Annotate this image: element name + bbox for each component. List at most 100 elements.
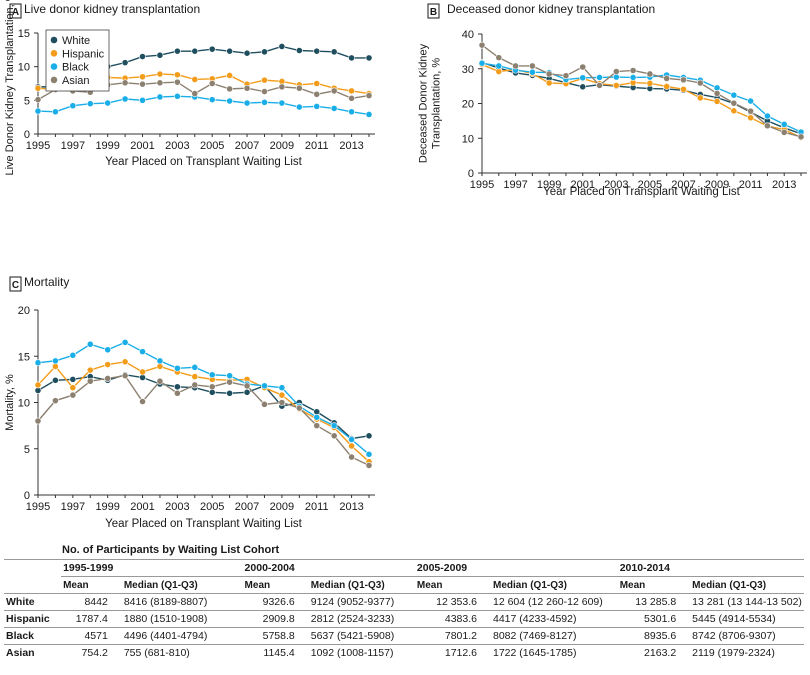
mean-cell: 5301.6 [617, 610, 679, 628]
x-tick-label: 2001 [130, 501, 154, 513]
x-tick-label: 2001 [570, 179, 594, 191]
data-point-asian [208, 383, 216, 391]
data-point-asian [562, 72, 570, 80]
col-median: Median (Q1-Q3) [310, 579, 385, 591]
data-point-asian [226, 378, 234, 386]
period-label: 1995-1999 [61, 560, 243, 577]
data-point-black [52, 357, 59, 365]
data-point-hispanic [139, 368, 146, 376]
column-header-row: Mean Median (Q1-Q3) Mean Median (Q1-Q3) … [4, 577, 804, 594]
x-tick-label: 1999 [95, 140, 119, 152]
panel-title: Live donor kidney transplantation [24, 2, 200, 16]
data-point-white [156, 51, 164, 59]
data-point-asian [139, 398, 146, 405]
mean-cell: 7801.2 [414, 627, 479, 645]
table-row: Asian 754.2 755 (681-810) 1145.4 1092 (1… [4, 644, 804, 661]
data-point-white [579, 83, 587, 91]
legend-marker-asian [50, 76, 58, 84]
x-tick-label: 1995 [470, 179, 494, 191]
data-point-asian [243, 382, 251, 390]
data-point-white [173, 383, 181, 391]
mean-cell: 13 285.8 [617, 593, 679, 611]
x-tick-label: 2009 [705, 179, 729, 191]
data-point-hispanic [713, 98, 721, 105]
data-point-black [528, 68, 536, 76]
data-point-black [104, 99, 112, 107]
data-point-black [330, 422, 338, 430]
data-point-black [365, 111, 373, 118]
table-title: No. of Participants by Waiting List Coho… [4, 544, 804, 560]
row-label: White [4, 593, 62, 611]
legend-marker-white [50, 36, 58, 44]
data-point-black [495, 62, 503, 70]
data-point-asian [34, 417, 42, 425]
x-tick-label: 2009 [270, 501, 294, 513]
data-point-asian [365, 461, 373, 469]
data-point-black [278, 99, 286, 107]
data-point-hispanic [680, 85, 687, 93]
y-tick-label: 5 [24, 444, 30, 456]
col-median: Median (Q1-Q3) [493, 579, 567, 591]
data-point-hispanic [156, 70, 164, 78]
median-cell: 4496 (4401-4794) [109, 627, 243, 645]
y-tick-label: 20 [18, 305, 30, 317]
data-point-hispanic [139, 73, 146, 81]
median-cell: 1722 (1645-1785) [479, 644, 618, 661]
data-point-asian [313, 90, 321, 98]
data-point-black [226, 372, 234, 380]
y-tick-label: 10 [462, 133, 474, 145]
median-cell: 9124 (9052-9377) [296, 593, 415, 611]
table-row: Hispanic 1787.4 1880 (1510-1908) 2909.8 … [4, 610, 804, 628]
data-point-asian [121, 79, 129, 87]
row-label: Asian [4, 644, 62, 661]
data-point-white [69, 375, 77, 383]
data-point-black [86, 100, 94, 108]
data-point-black [139, 96, 146, 104]
data-point-asian [34, 96, 42, 104]
data-point-white [226, 47, 234, 55]
table-row: White 8442 8416 (8189-8807) 9326.6 9124 … [4, 593, 804, 611]
median-cell: 5637 (5421-5908) [296, 627, 415, 645]
y-axis-label: Live Donor Kidney Transplantation, % [4, 0, 16, 176]
data-point-black [34, 107, 42, 115]
col-mean: Mean [63, 579, 89, 591]
median-cell: 1880 (1510-1908) [109, 610, 243, 628]
period-label: 2000-2004 [242, 560, 415, 577]
data-point-white [243, 388, 251, 396]
panel-label-box [427, 3, 440, 19]
mean-cell: 8442 [61, 593, 110, 611]
data-point-black [208, 96, 216, 104]
data-point-asian [348, 453, 355, 461]
mean-cell: 8935.6 [617, 627, 679, 645]
data-point-black [243, 99, 251, 107]
data-point-asian [797, 133, 805, 141]
data-point-black [261, 98, 268, 106]
data-point-black [261, 382, 268, 390]
data-point-black [629, 74, 637, 81]
data-point-black [34, 359, 42, 367]
data-point-hispanic [86, 366, 94, 374]
legend-label: White [62, 35, 90, 47]
data-point-asian [696, 79, 704, 87]
data-point-hispanic [191, 76, 199, 83]
x-tick-label: 2013 [339, 140, 363, 152]
data-point-asian [579, 63, 587, 71]
data-point-black [156, 93, 164, 101]
data-point-hispanic [278, 391, 286, 399]
data-point-black [313, 102, 321, 110]
data-point-white [365, 432, 373, 440]
x-tick-label: 2013 [339, 501, 363, 513]
median-cell: 2119 (1979-2324) [678, 644, 804, 661]
data-point-white [348, 54, 355, 62]
col-median: Median (Q1-Q3) [123, 579, 198, 591]
data-point-white [365, 54, 373, 62]
y-tick-label: 15 [18, 28, 30, 40]
data-point-asian [348, 94, 355, 102]
data-point-asian [330, 87, 338, 95]
data-point-asian [173, 78, 181, 86]
x-tick-label: 2003 [165, 140, 189, 152]
mean-cell: 754.2 [61, 644, 110, 661]
data-point-white [330, 48, 338, 56]
data-point-black [579, 74, 587, 82]
panel-label-box [9, 3, 22, 19]
